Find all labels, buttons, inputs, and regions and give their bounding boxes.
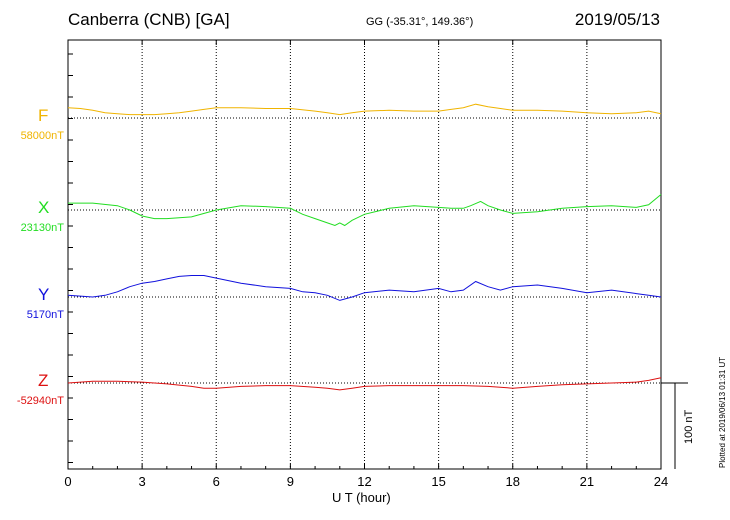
baseline-label-f: 58000nT	[20, 130, 64, 142]
component-label-f: F	[38, 106, 49, 125]
x-tick-label-9: 9	[287, 474, 294, 489]
plotted-timestamp: Plotted at 2019/06/13 01:31 UT	[718, 356, 727, 468]
station-title: Canberra (CNB) [GA]	[68, 10, 230, 29]
x-tick-label-0: 0	[64, 474, 71, 489]
plot-frame	[67, 39, 662, 470]
x-tick-label-15: 15	[431, 474, 445, 489]
x-tick-label-12: 12	[357, 474, 371, 489]
station-coords: GG (-35.31°, 149.36°)	[366, 16, 474, 28]
baseline-label-z: -52940nT	[16, 395, 64, 407]
grid-lines	[141, 40, 588, 469]
component-label-x: X	[38, 198, 50, 217]
x-tick-label-21: 21	[580, 474, 594, 489]
x-tick-label-6: 6	[213, 474, 220, 489]
baseline-label-y: 5170nT	[26, 309, 64, 321]
y-ticks	[68, 53, 73, 463]
series-lines	[67, 103, 662, 391]
series-line-f	[67, 103, 662, 116]
series-line-z	[67, 377, 662, 391]
scale-bar	[661, 382, 688, 469]
component-label-z: Z	[38, 371, 49, 390]
x-tick-label-3: 3	[139, 474, 146, 489]
scale-bar-label: 100 nT	[683, 409, 695, 444]
x-axis-label: U T (hour)	[332, 490, 391, 505]
chart-date: 2019/05/13	[574, 10, 660, 29]
baseline-label-x: 23130nT	[20, 222, 64, 234]
x-ticks: 0 3 6 9 12 15 18 21 24	[64, 40, 668, 489]
x-tick-label-18: 18	[506, 474, 520, 489]
x-tick-label-24: 24	[654, 474, 668, 489]
series-line-y	[67, 275, 662, 301]
series-line-x	[68, 194, 662, 227]
component-label-y: Y	[38, 285, 50, 304]
